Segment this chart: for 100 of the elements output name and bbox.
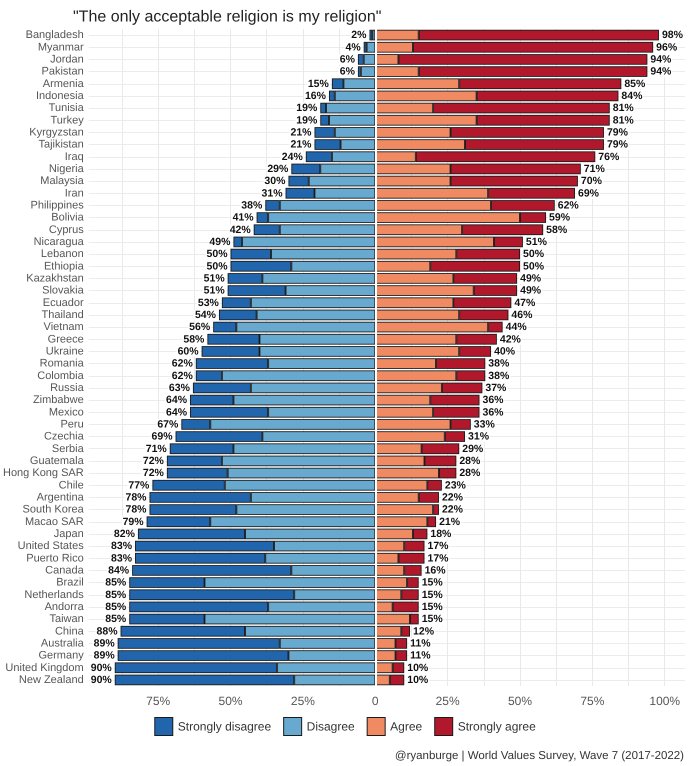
y-tick-label: Armenia <box>42 78 85 90</box>
y-tick-label: Greece <box>48 333 84 346</box>
y-tick-label: Australia <box>40 637 85 650</box>
text: 83% <box>111 552 132 564</box>
text: 21% <box>439 516 460 528</box>
text: 77% <box>128 479 150 492</box>
text: 85% <box>105 588 126 601</box>
text: 44% <box>506 321 527 334</box>
text: 96% <box>656 41 678 54</box>
text: 15% <box>422 588 443 601</box>
text: 49% <box>520 272 542 284</box>
y-tick-label: Peru <box>60 418 84 430</box>
text: 85% <box>105 576 126 589</box>
text: 88% <box>96 625 118 638</box>
text: 30% <box>264 175 286 188</box>
text: 17% <box>427 540 449 552</box>
y-tick-label: Bolivia <box>51 212 85 224</box>
text: 11% <box>410 637 431 650</box>
y-tick-label: Philippines <box>30 199 84 212</box>
y-tick-label: Indonesia <box>36 90 85 102</box>
text: 71% <box>584 162 605 175</box>
text: 72% <box>142 467 164 480</box>
text: 98% <box>662 29 683 42</box>
y-tick-label: Ukraine <box>46 345 84 358</box>
y-tick-label: Canada <box>45 564 85 576</box>
y-tick-label: Netherlands <box>24 588 84 601</box>
text: 23% <box>444 479 466 492</box>
y-tick-label: Japan <box>54 528 84 540</box>
text: 79% <box>606 138 628 151</box>
y-tick-label: Cyprus <box>48 224 84 236</box>
text: 21% <box>290 138 312 151</box>
text: 76% <box>598 150 620 163</box>
text: 50% <box>206 260 228 272</box>
text: 51% <box>204 272 225 284</box>
text: 15% <box>308 78 329 90</box>
y-tick-label: Romania <box>40 358 85 370</box>
text: 51% <box>204 284 225 297</box>
x-tick-label: 25% <box>436 694 460 708</box>
text: 22% <box>442 491 463 504</box>
text: 19% <box>296 102 318 114</box>
text: 72% <box>142 454 164 467</box>
text: 28% <box>459 467 480 480</box>
text: 49% <box>520 284 542 297</box>
text: 15% <box>422 576 443 589</box>
text: 15% <box>422 613 443 626</box>
text: 89% <box>94 637 115 650</box>
text: 36% <box>482 406 504 418</box>
text: 51% <box>526 236 547 248</box>
text: 11% <box>410 650 431 662</box>
y-tick-label: Andorra <box>44 600 85 613</box>
text: 58% <box>546 224 568 236</box>
y-tick-label: Bangladesh <box>26 29 84 42</box>
chart-title: "The only acceptable religion is my religion" <box>73 8 382 26</box>
y-tick-label: Thailand <box>42 308 84 321</box>
text: 63% <box>168 382 190 394</box>
text: 59% <box>549 212 570 224</box>
text: 37% <box>485 382 506 394</box>
x-tick-label: 50% <box>508 694 532 708</box>
text: 31% <box>468 430 490 443</box>
text: 29% <box>462 442 484 455</box>
x-tick-label: 100% <box>649 694 680 708</box>
text: 10% <box>407 662 428 674</box>
text: 50% <box>206 248 228 260</box>
text: 10% <box>407 674 428 686</box>
y-tick-label: Vietnam <box>44 321 84 334</box>
text: 60% <box>178 345 199 358</box>
text: 81% <box>612 102 634 114</box>
text: 58% <box>183 333 204 346</box>
text: 53% <box>198 296 219 309</box>
text: 24% <box>282 150 303 163</box>
text: 85% <box>105 600 126 613</box>
text: 90% <box>90 662 112 674</box>
y-tick-label: Argentina <box>36 491 85 504</box>
y-tick-label: Czechia <box>44 430 85 443</box>
text: 54% <box>194 308 216 321</box>
text: 71% <box>146 442 167 455</box>
text: 50% <box>523 260 544 272</box>
text: 85% <box>624 78 646 90</box>
y-tick-label: Jordan <box>50 53 84 66</box>
text: 36% <box>482 394 504 406</box>
text: 21% <box>290 126 312 138</box>
y-tick-label: Mexico <box>48 406 84 418</box>
text: 64% <box>166 394 188 406</box>
text: 69% <box>578 187 600 200</box>
text: 18% <box>430 528 452 540</box>
y-tick-label: Guatemala <box>30 454 85 467</box>
text: 19% <box>296 114 318 126</box>
legend-label: Agree <box>390 720 423 734</box>
y-tick-label: China <box>54 625 85 638</box>
y-tick-label: Nigeria <box>48 162 85 175</box>
x-tick-label: 50% <box>218 694 243 708</box>
y-tick-label: Iraq <box>64 150 84 163</box>
y-tick-label: Lebanon <box>40 248 84 260</box>
text: 83% <box>111 540 132 552</box>
y-tick-label: United Kingdom <box>5 662 84 674</box>
x-tick-label: 0 <box>372 694 379 708</box>
y-tick-label: Brazil <box>56 576 84 589</box>
text: 38% <box>488 370 510 382</box>
text: 62% <box>558 199 579 212</box>
y-tick-label: Puerto Rico <box>26 552 84 564</box>
